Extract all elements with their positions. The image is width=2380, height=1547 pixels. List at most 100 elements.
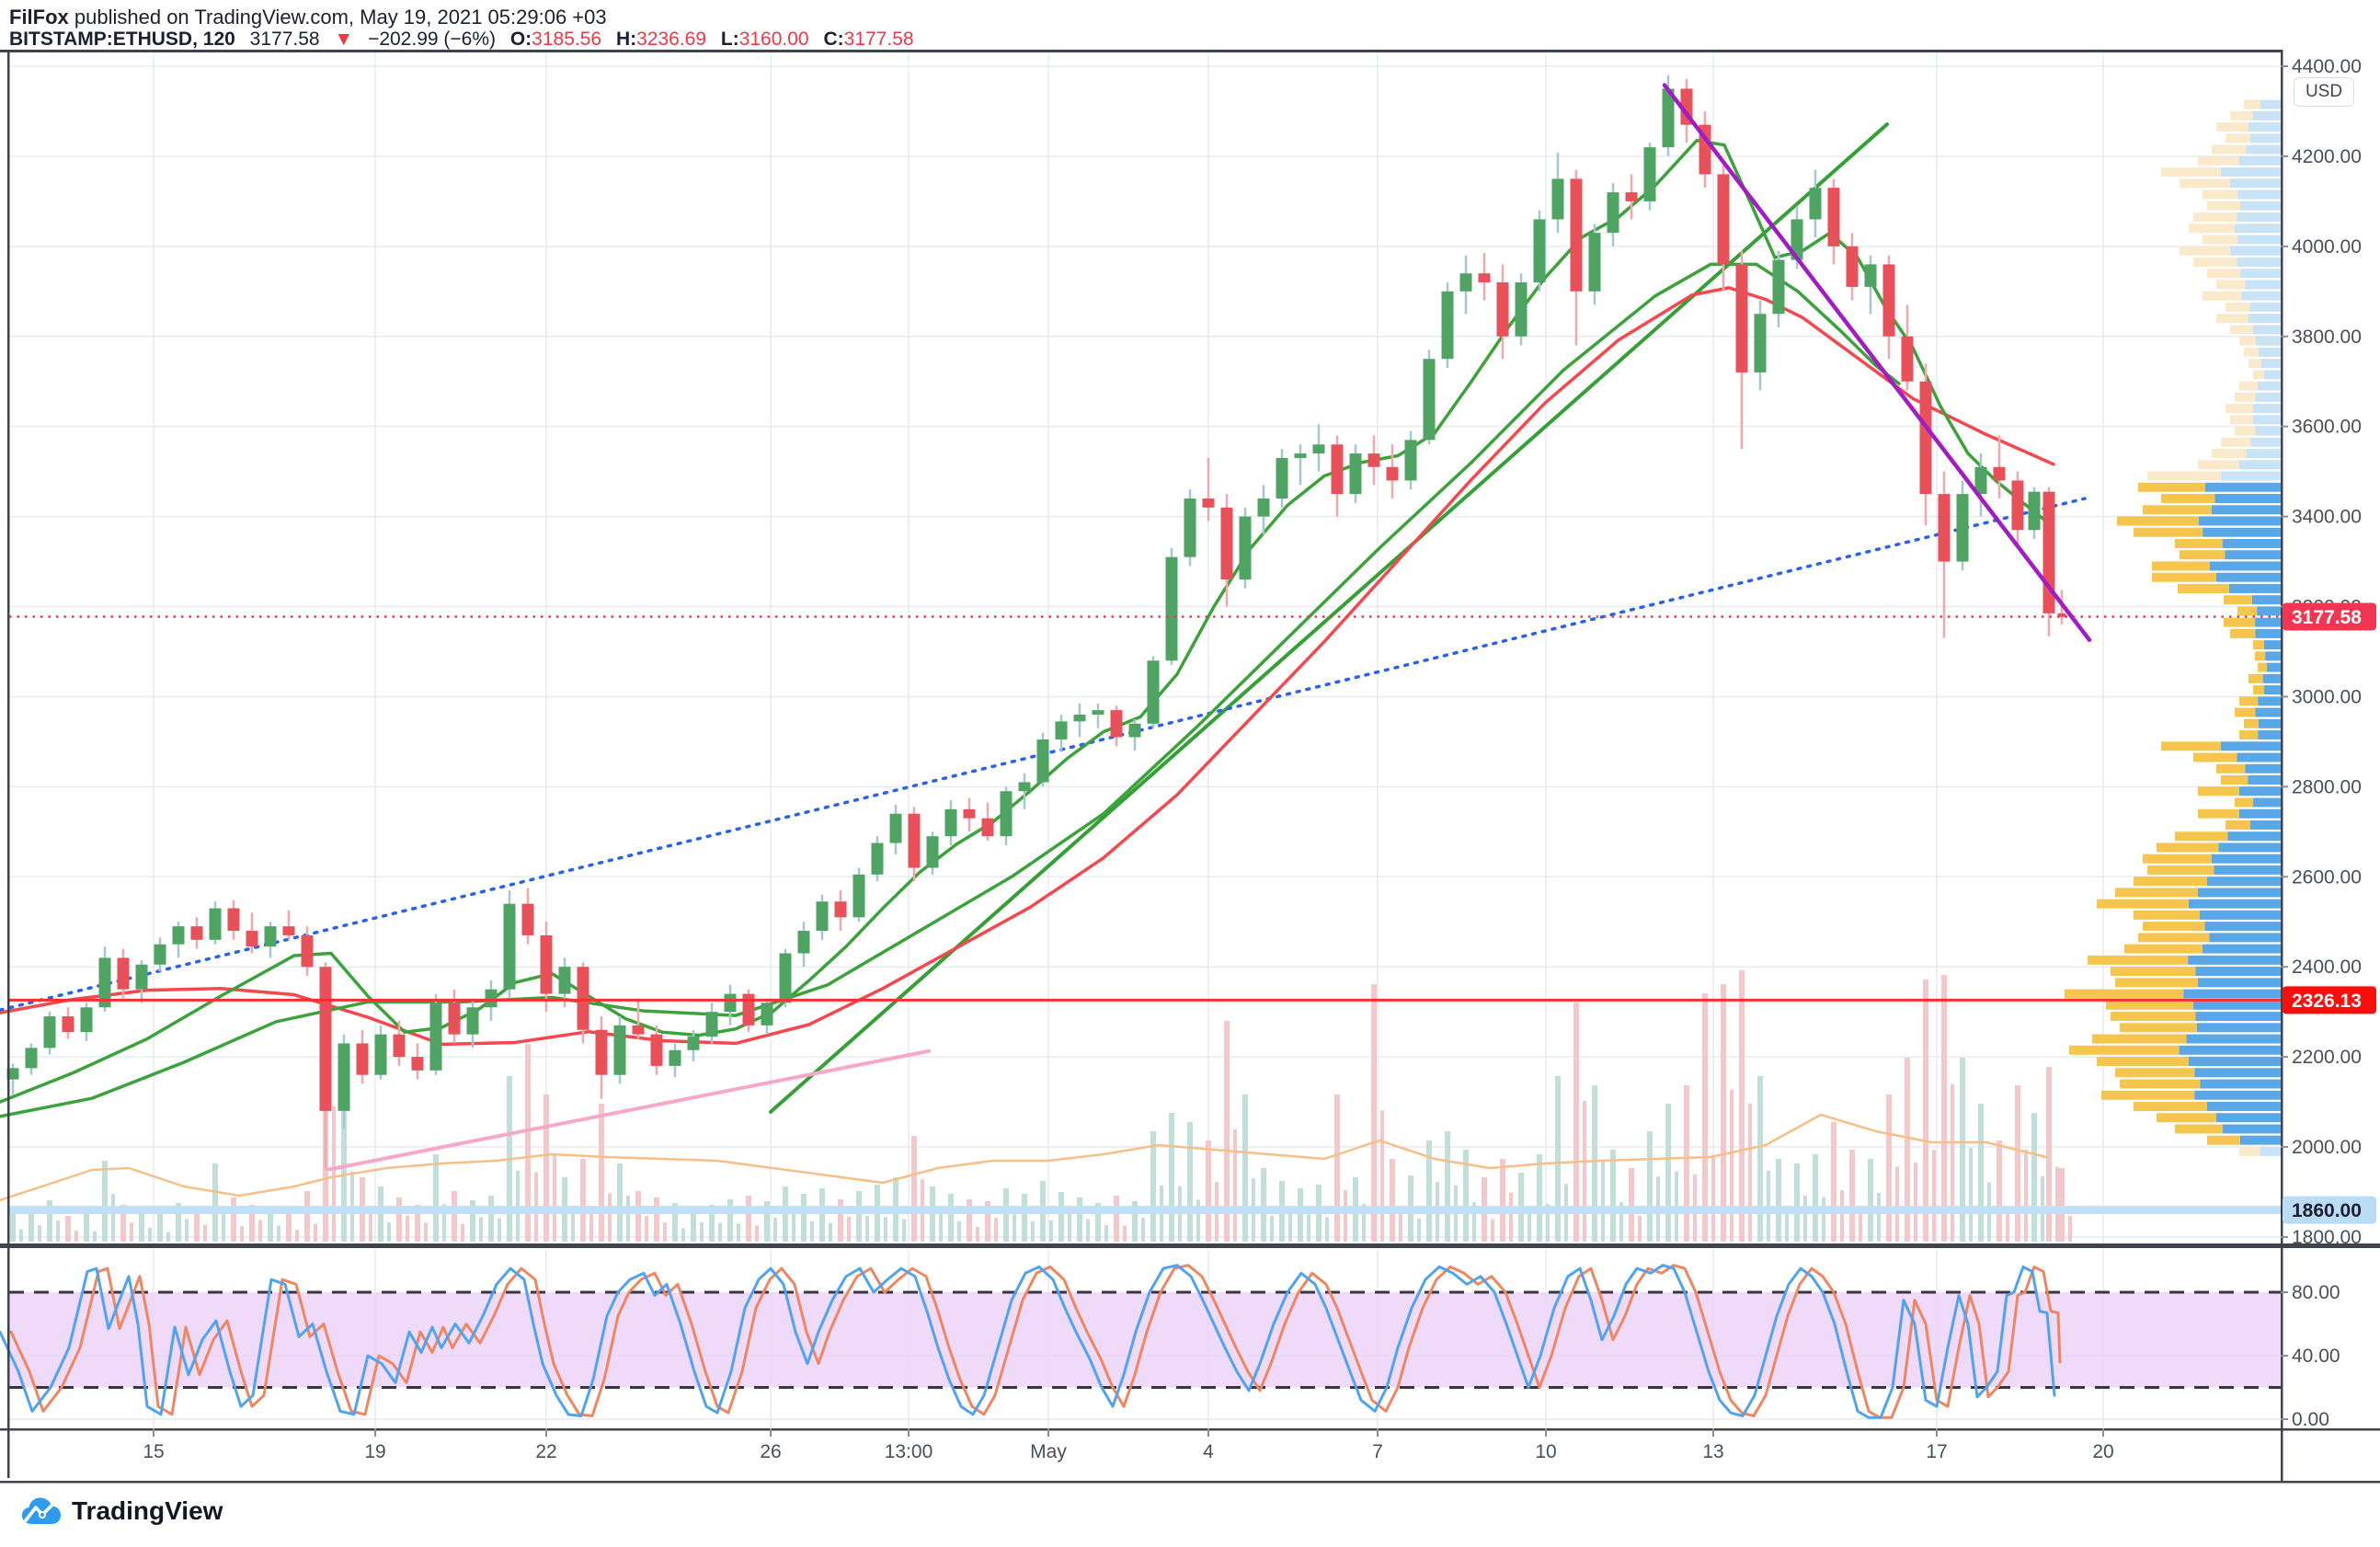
volume-profile-buy-bar xyxy=(2199,516,2281,526)
candle-body xyxy=(834,901,847,918)
volume-profile-buy-bar xyxy=(2221,741,2281,751)
volume-profile-buy-bar xyxy=(2221,167,2281,178)
volume-bar xyxy=(433,1154,439,1242)
volume-profile-buy-bar xyxy=(2203,944,2281,954)
volume-bar xyxy=(994,1218,998,1242)
price-axis-label: 3400.00 xyxy=(2292,507,2362,528)
price-axis-label: 2200.00 xyxy=(2292,1047,2362,1068)
pane-divider[interactable] xyxy=(0,1243,2380,1248)
volume-bar xyxy=(1399,1206,1402,1242)
volume-bar xyxy=(1371,984,1377,1242)
volume-bar xyxy=(580,1159,586,1242)
volume-profile-buy-bar xyxy=(2259,347,2281,357)
volume-profile-buy-bar xyxy=(2248,122,2281,132)
volume-profile-sell-bar xyxy=(2161,167,2221,178)
level-line-1860[interactable] xyxy=(9,1206,2281,1215)
candle-body xyxy=(1791,219,1803,260)
candle-body xyxy=(650,1034,663,1066)
volume-profile-buy-bar xyxy=(2229,583,2281,593)
volume-profile-sell-bar xyxy=(2239,730,2259,740)
volume-profile-sell-bar xyxy=(2235,426,2256,436)
volume-bar xyxy=(2055,1166,2059,1242)
candle-body xyxy=(1919,381,1932,495)
candle-body xyxy=(190,926,203,940)
time-axis-label[interactable]: 22 xyxy=(535,1441,556,1462)
candle-body xyxy=(301,934,314,968)
candle-body xyxy=(742,993,755,1026)
time-axis-label[interactable]: 7 xyxy=(1372,1441,1383,1462)
candle-body xyxy=(669,1049,681,1066)
tradingview-logo[interactable]: TradingView xyxy=(20,1495,223,1527)
volume-profile-buy-bar xyxy=(2235,223,2281,234)
volume-bar xyxy=(1242,1094,1248,1242)
volume-bar xyxy=(406,1215,409,1242)
volume-profile-sell-bar xyxy=(2198,786,2239,796)
volume-bar xyxy=(1049,1220,1053,1242)
candle-body xyxy=(98,957,111,1008)
time-axis-label[interactable]: 19 xyxy=(364,1441,385,1462)
price-badge-label: 3177.58 xyxy=(2292,607,2362,628)
volume-profile-buy-bar xyxy=(2240,269,2281,279)
volume-profile-sell-bar xyxy=(2226,133,2250,143)
volume-bar xyxy=(1150,1131,1156,1242)
volume-profile-buy-bar xyxy=(2230,246,2281,256)
volume-bar xyxy=(1684,1085,1689,1242)
candle-body xyxy=(117,957,130,990)
volume-profile-sell-bar xyxy=(2120,1023,2197,1033)
volume-profile-buy-bar xyxy=(2237,235,2281,245)
volume-bar xyxy=(792,1213,795,1242)
candle-body xyxy=(779,953,792,1003)
volume-profile-sell-bar xyxy=(2134,527,2203,537)
time-axis-label[interactable]: 13 xyxy=(1702,1441,1723,1462)
volume-bar xyxy=(2006,1206,2009,1242)
time-axis-label[interactable]: 17 xyxy=(1926,1441,1947,1462)
time-axis-label[interactable]: May xyxy=(1030,1441,1067,1462)
time-axis-label[interactable]: 13:00 xyxy=(885,1441,933,1462)
candle-body xyxy=(1000,791,1013,837)
time-axis-label[interactable]: 10 xyxy=(1535,1441,1556,1462)
volume-profile-buy-bar xyxy=(2210,561,2281,571)
green-support-trendline[interactable] xyxy=(769,122,1889,1114)
candle-body xyxy=(1772,259,1785,315)
volume-bar xyxy=(1583,1100,1586,1242)
volume-bar xyxy=(1261,1168,1266,1242)
stoch-d-line xyxy=(9,1264,2062,1419)
time-axis-label[interactable]: 15 xyxy=(143,1441,164,1462)
price-badge-label: 1860.00 xyxy=(2292,1200,2362,1221)
candle-body xyxy=(411,1057,424,1071)
volume-profile-sell-bar xyxy=(2138,933,2210,943)
volume-bar xyxy=(1224,1021,1230,1242)
purple-breakdown-trendline[interactable] xyxy=(1662,83,2092,643)
time-axis-label[interactable]: 26 xyxy=(760,1441,781,1462)
volume-bar xyxy=(1914,1163,1917,1242)
volume-bar xyxy=(1196,1199,1200,1242)
indicator-axis-label: 40.00 xyxy=(2292,1346,2340,1367)
volume-profile-sell-bar xyxy=(2120,1079,2201,1089)
volume-profile-sell-bar xyxy=(2147,865,2214,875)
time-axis-bottom-border xyxy=(0,1481,2380,1484)
volume-profile-sell-bar xyxy=(2216,314,2248,324)
volume-profile-sell-bar xyxy=(2161,494,2215,504)
volume-bar xyxy=(1472,1202,1476,1242)
volume-profile-sell-bar xyxy=(2175,831,2228,842)
volume-bar xyxy=(1601,1162,1605,1242)
volume-bar xyxy=(1334,1094,1340,1242)
volume-profile-buy-bar xyxy=(2248,775,2281,785)
volume-bar xyxy=(1951,1083,1954,1242)
time-axis-label[interactable]: 20 xyxy=(2092,1441,2113,1462)
symbol-title[interactable]: BITSTAMP:ETHUSD, 120 xyxy=(9,29,235,50)
volume-profile-buy-bar xyxy=(2252,415,2281,425)
pink-minor-trendline[interactable] xyxy=(327,1049,931,1172)
volume-profile-sell-bar xyxy=(2239,381,2259,391)
volume-profile-sell-bar xyxy=(2143,922,2205,932)
volume-bar xyxy=(1849,1150,1855,1242)
volume-profile-buy-bar xyxy=(2198,978,2281,988)
candle-body xyxy=(852,874,865,918)
currency-toggle-button[interactable]: USD xyxy=(2294,77,2354,107)
candle-body xyxy=(1993,466,2006,481)
time-axis-label[interactable]: 4 xyxy=(1203,1441,1214,1462)
author-name[interactable]: FilFox xyxy=(9,6,69,29)
candle-body xyxy=(1036,739,1049,783)
volume-bar xyxy=(1960,1058,1965,1242)
